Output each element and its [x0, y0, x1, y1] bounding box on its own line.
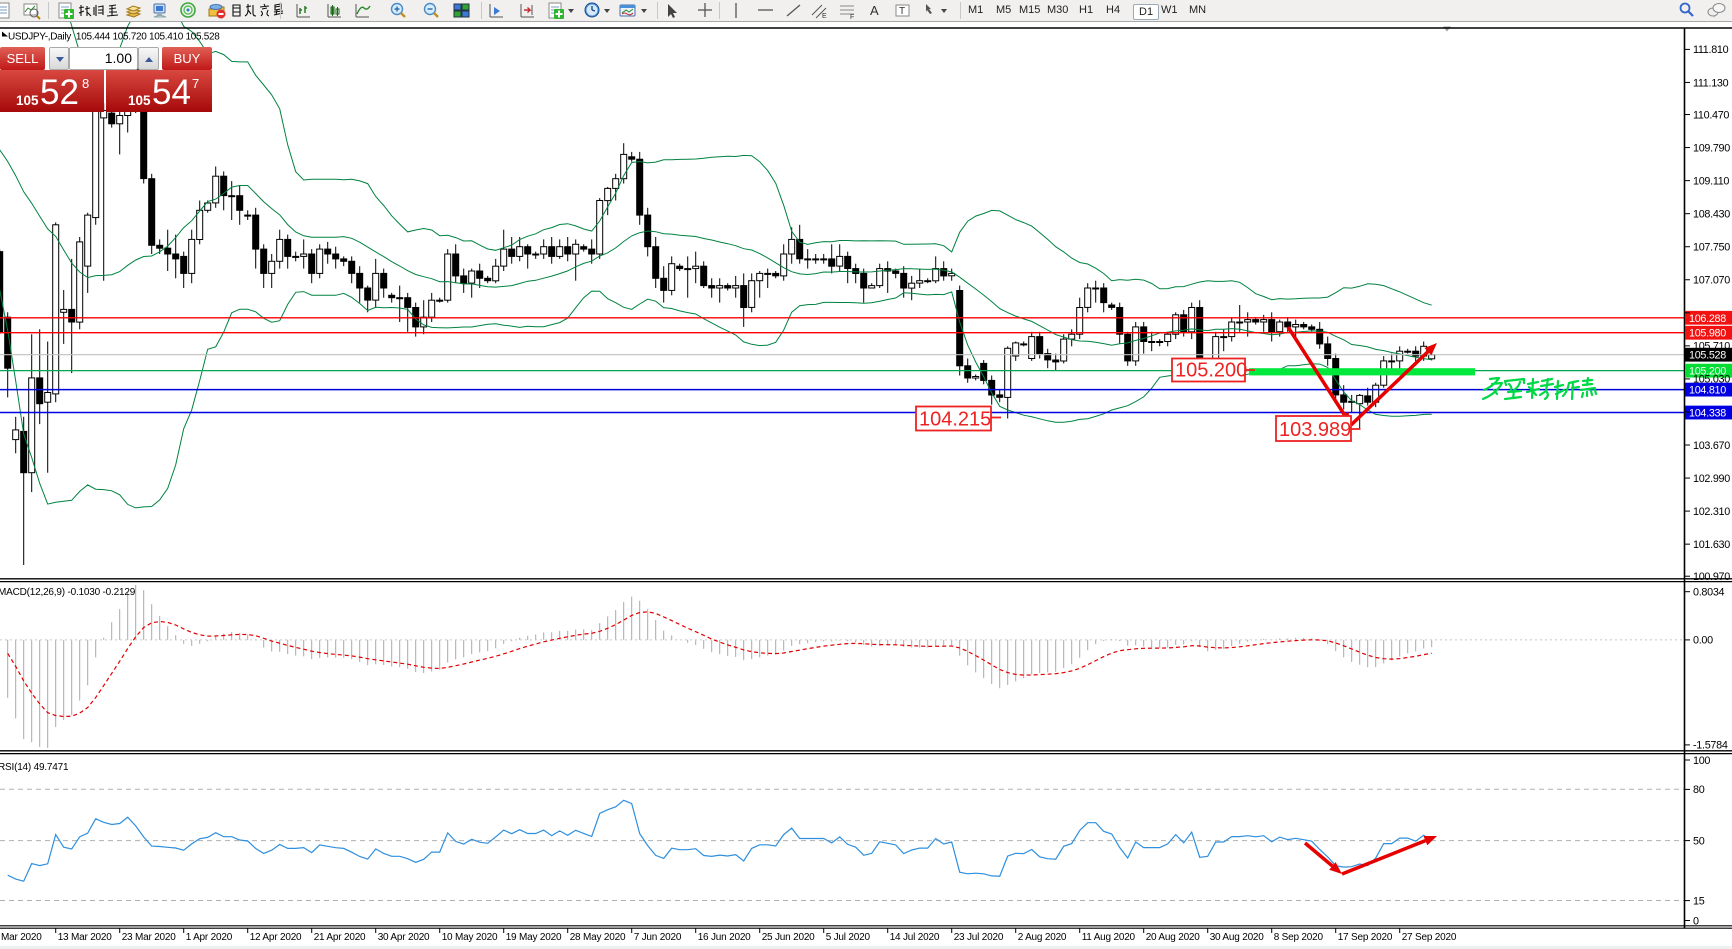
svg-text:102.310: 102.310	[1693, 506, 1730, 518]
svg-text:100: 100	[1693, 755, 1710, 767]
svg-text:-1.5784: -1.5784	[1693, 740, 1728, 752]
svg-text:111.810: 111.810	[1693, 44, 1729, 56]
svg-text:103.670: 103.670	[1693, 440, 1730, 452]
svg-text:19 May 2020: 19 May 2020	[506, 932, 562, 943]
svg-text:105.528: 105.528	[1689, 350, 1726, 362]
svg-text:50: 50	[1693, 835, 1705, 847]
svg-text:E: E	[822, 13, 827, 20]
svg-text:A: A	[870, 3, 879, 18]
svg-text:107.070: 107.070	[1693, 275, 1730, 287]
svg-text:104.810: 104.810	[1689, 385, 1726, 397]
svg-text:MACD(12,26,9) -0.1030 -0.2129: MACD(12,26,9) -0.1030 -0.2129	[0, 587, 136, 598]
svg-text:23 Jul 2020: 23 Jul 2020	[954, 932, 1004, 943]
svg-text:102.990: 102.990	[1693, 473, 1730, 485]
svg-text:111.130: 111.130	[1693, 77, 1729, 89]
svg-text:104.215: 104.215	[919, 409, 991, 431]
svg-text:106.288: 106.288	[1689, 313, 1726, 325]
svg-text:0.8034: 0.8034	[1693, 587, 1725, 599]
svg-text:110.470: 110.470	[1693, 109, 1729, 121]
svg-text:20 Aug 2020: 20 Aug 2020	[1146, 932, 1201, 943]
svg-text:105.030: 105.030	[1693, 374, 1730, 386]
svg-text:Mar 2020: Mar 2020	[1, 932, 42, 943]
svg-text:1 Apr 2020: 1 Apr 2020	[186, 932, 233, 943]
svg-text:0: 0	[1693, 915, 1699, 927]
svg-text:16 Jun 2020: 16 Jun 2020	[698, 932, 751, 943]
svg-text:USDJPY-,Daily 105.444 105.720: USDJPY-,Daily 105.444 105.720 105.410 10…	[8, 32, 220, 43]
svg-text:5 Jul 2020: 5 Jul 2020	[826, 932, 871, 943]
svg-text:28 May 2020: 28 May 2020	[570, 932, 626, 943]
svg-text:107.750: 107.750	[1693, 242, 1730, 254]
svg-text:10 May 2020: 10 May 2020	[442, 932, 498, 943]
svg-text:101.630: 101.630	[1693, 539, 1730, 551]
svg-text:108.430: 108.430	[1693, 208, 1730, 220]
svg-text:105.710: 105.710	[1693, 341, 1730, 353]
svg-text:8 Sep 2020: 8 Sep 2020	[1274, 932, 1324, 943]
svg-text:105.200: 105.200	[1689, 366, 1726, 378]
svg-text:25 Jun 2020: 25 Jun 2020	[762, 932, 815, 943]
svg-text:23 Mar 2020: 23 Mar 2020	[122, 932, 177, 943]
svg-text:15: 15	[1693, 895, 1705, 907]
svg-text:2 Aug 2020: 2 Aug 2020	[1018, 932, 1067, 943]
svg-text:13 Mar 2020: 13 Mar 2020	[58, 932, 113, 943]
svg-text:17 Sep 2020: 17 Sep 2020	[1338, 932, 1393, 943]
svg-text:30 Aug 2020: 30 Aug 2020	[1210, 932, 1265, 943]
svg-text:21 Apr 2020: 21 Apr 2020	[314, 932, 366, 943]
svg-text:103.989: 103.989	[1279, 419, 1351, 441]
svg-text:105.200: 105.200	[1175, 360, 1247, 382]
svg-text:0.00: 0.00	[1693, 635, 1713, 647]
svg-text:14 Jul 2020: 14 Jul 2020	[890, 932, 940, 943]
svg-text:11 Aug 2020: 11 Aug 2020	[1082, 932, 1136, 943]
svg-text:RSI(14) 49.7471: RSI(14) 49.7471	[0, 762, 69, 773]
svg-text:104.338: 104.338	[1689, 408, 1726, 420]
svg-text:100.970: 100.970	[1693, 571, 1730, 583]
svg-text:12 Apr 2020: 12 Apr 2020	[250, 932, 302, 943]
svg-text:7 Jun 2020: 7 Jun 2020	[634, 932, 682, 943]
svg-text:105.980: 105.980	[1689, 328, 1726, 340]
svg-text:109.110: 109.110	[1693, 175, 1729, 187]
svg-text:80: 80	[1693, 784, 1705, 796]
svg-text:30 Apr 2020: 30 Apr 2020	[378, 932, 430, 943]
svg-text:T: T	[899, 6, 905, 17]
svg-text:109.790: 109.790	[1693, 142, 1730, 154]
svg-text:27 Sep 2020: 27 Sep 2020	[1402, 932, 1457, 943]
svg-text:F: F	[850, 14, 854, 21]
